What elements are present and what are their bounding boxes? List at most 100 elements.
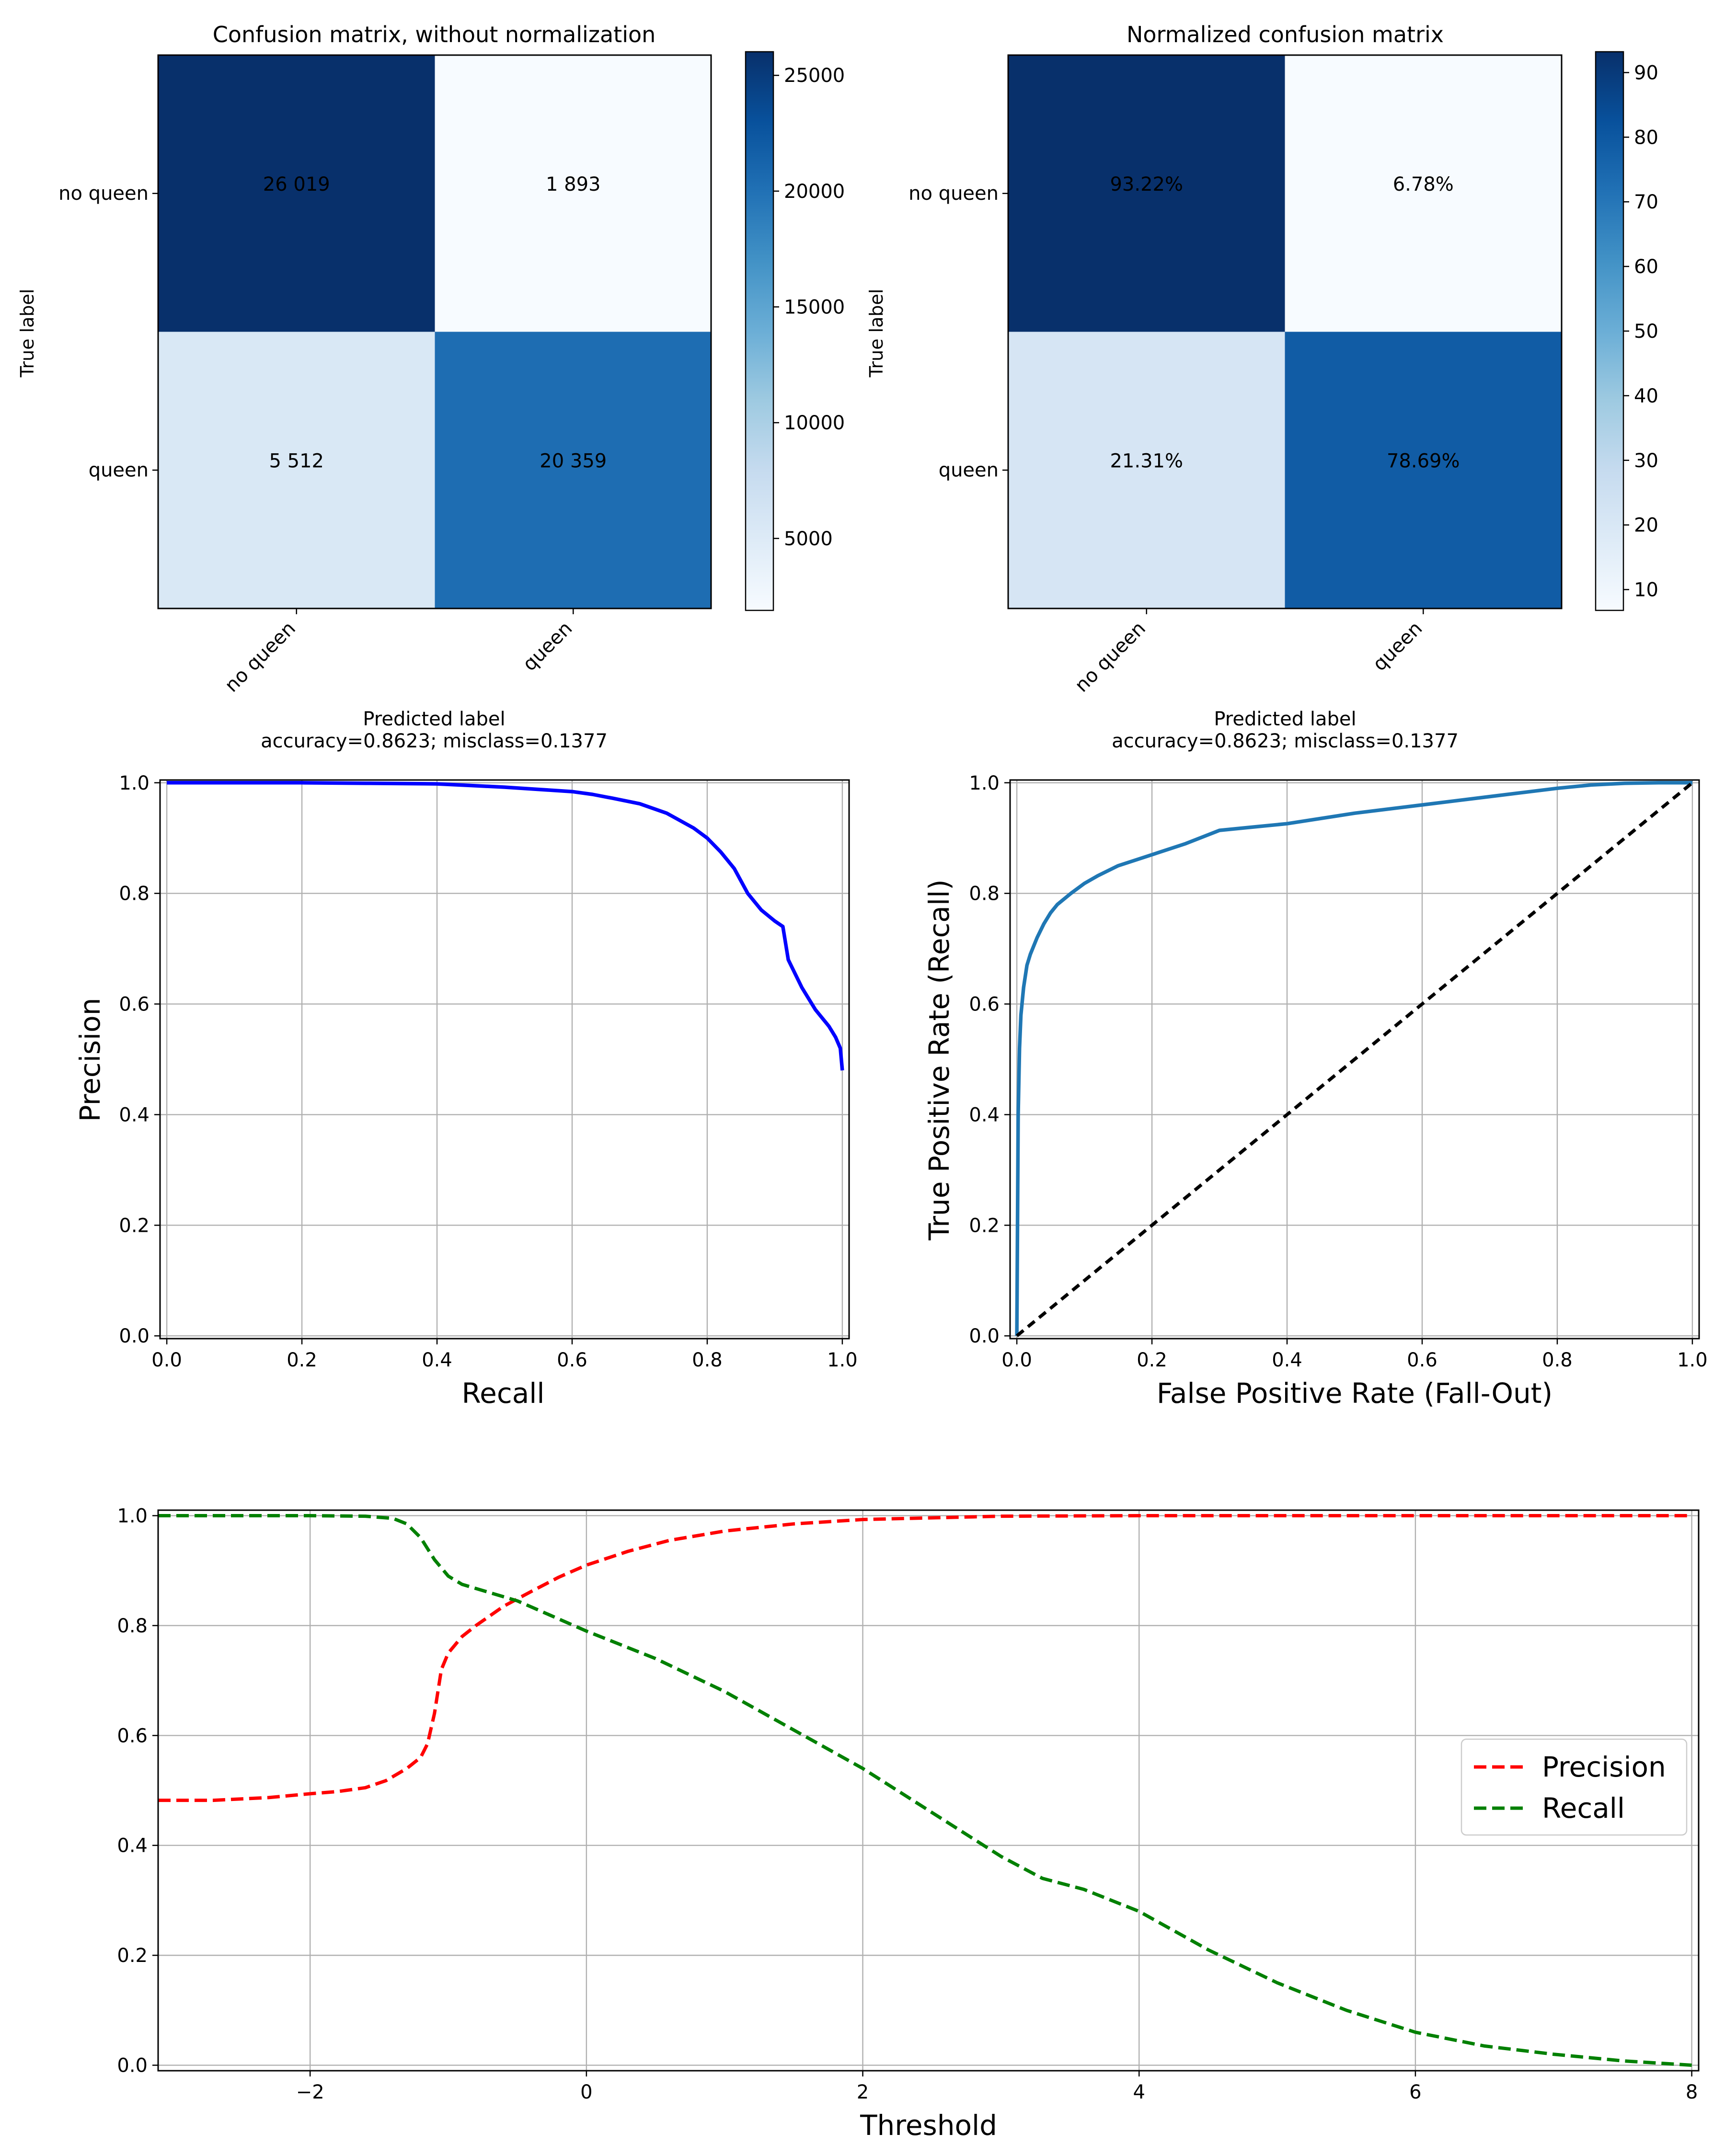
cm-cell-label: 93.22%	[1110, 173, 1183, 195]
colorbar-tick-label: 60	[1634, 256, 1658, 278]
y-tick-label: 0.0	[117, 2055, 148, 2077]
threshold-frame	[157, 1509, 1700, 2072]
cm-cell-label: 26 019	[263, 173, 330, 195]
cm-cell	[1008, 332, 1285, 609]
y-tick-label: 0.4	[117, 1835, 148, 1857]
colorbar-tick-label: 40	[1634, 385, 1658, 407]
cm-row-label: queen	[939, 459, 999, 481]
x-tick-label: 0.0	[1001, 1349, 1032, 1371]
legend-label: Precision	[1542, 1751, 1666, 1783]
x-tick-label: 0.8	[1542, 1349, 1573, 1371]
colorbar-tick-label: 20	[1634, 515, 1658, 537]
x-tick-label: 0.0	[151, 1349, 182, 1371]
cm-norm-title: Normalized confusion matrix	[1127, 22, 1444, 47]
y-tick-label: 0.0	[969, 1325, 1000, 1347]
roc-plot: 0.0 0.2 0.4 0.6 0.8 1.0 0.0 0.2 0.4 0.6 0.8 1.0 Fal…	[923, 772, 1708, 1410]
cm-cell	[158, 55, 435, 332]
colorbar-tick-label: 50	[1634, 321, 1658, 343]
cm-norm-xlabel: Predicted label	[1214, 708, 1356, 730]
cm-cell	[158, 332, 435, 609]
cm-raw-frame	[157, 54, 712, 609]
cm-norm-xlabel-sub: accuracy=0.8623; misclass=0.1377	[1112, 730, 1459, 752]
cm-raw-xlabel-sub: accuracy=0.8623; misclass=0.1377	[261, 730, 608, 752]
y-tick-label: 0.8	[969, 883, 1000, 905]
precision-recall-plot: 0.0 0.2 0.4 0.6 0.8 1.0 0.0 0.2 0.4 0.6 0.8 1.0 Rec…	[74, 772, 858, 1410]
x-tick-label: 0.4	[1272, 1349, 1302, 1371]
colorbar-tick-label: 90	[1634, 62, 1658, 84]
cm-row-label: no queen	[58, 183, 149, 205]
cm-cell-label: 20 359	[540, 450, 607, 472]
x-tick-label: 0.2	[287, 1349, 317, 1371]
cm-raw-title: Confusion matrix, without normalization	[213, 22, 656, 47]
cm-norm-colorbar	[1595, 51, 1624, 611]
cm-norm-ylabel: True label	[866, 289, 887, 378]
cm-cell-label: 6.78%	[1393, 173, 1454, 195]
roc-ylabel: True Positive Rate (Recall)	[923, 879, 955, 1240]
cm-row-label: queen	[89, 459, 149, 481]
threshold-xlabel: Threshold	[860, 2109, 997, 2142]
confusion-matrix-raw: Confusion matrix, without normalization …	[17, 22, 845, 752]
x-tick-label: 6	[1409, 2081, 1421, 2103]
colorbar-tick-label: 30	[1634, 450, 1658, 472]
x-tick-label: −2	[296, 2081, 324, 2103]
colorbar-tick-label: 70	[1634, 191, 1658, 213]
cm-cell	[1285, 55, 1562, 332]
colorbar-tick-label: 10000	[784, 412, 845, 434]
x-tick-label: 1.0	[1677, 1349, 1708, 1371]
cm-cell-label: 5 512	[269, 450, 324, 472]
x-tick-label: 0.6	[557, 1349, 587, 1371]
x-tick-label: 4	[1133, 2081, 1145, 2103]
series-line-0	[167, 781, 844, 1071]
y-tick-label: 1.0	[969, 772, 1000, 794]
x-tick-label: 2	[857, 2081, 869, 2103]
x-tick-label: 0.4	[422, 1349, 452, 1371]
y-tick-label: 0.6	[969, 994, 1000, 1016]
series-line-0	[1015, 781, 1692, 1336]
y-tick-label: 0.2	[119, 1215, 150, 1237]
x-tick-label: 1.0	[827, 1349, 858, 1371]
pr-xlabel: Recall	[461, 1377, 544, 1410]
legend-label: Recall	[1542, 1792, 1625, 1824]
series-line-recall	[158, 1514, 1692, 2067]
colorbar-tick-label: 15000	[784, 297, 845, 319]
series-line-precision	[158, 1514, 1692, 1802]
y-tick-label: 0.4	[119, 1104, 150, 1126]
pr-frame	[159, 779, 850, 1340]
y-tick-label: 0.2	[117, 1945, 148, 1967]
confusion-matrix-normalized: Normalized confusion matrix True label 9…	[866, 22, 1658, 752]
y-tick-label: 0.6	[119, 994, 150, 1016]
cm-cell-label: 21.31%	[1110, 450, 1183, 472]
x-tick-label: 8	[1686, 2081, 1698, 2103]
colorbar-tick-label: 20000	[784, 181, 845, 203]
x-tick-label: 0.8	[692, 1349, 723, 1371]
y-tick-label: 0.2	[969, 1215, 1000, 1237]
y-tick-label: 0.4	[969, 1104, 1000, 1126]
x-tick-label: 0.6	[1407, 1349, 1438, 1371]
y-tick-label: 0.8	[117, 1615, 148, 1637]
cm-raw-colorbar	[745, 51, 774, 611]
cm-cell-label: 78.69%	[1387, 450, 1460, 472]
series-line-1	[1015, 781, 1694, 1337]
colorbar-tick-label: 80	[1634, 126, 1658, 149]
y-tick-label: 0.8	[119, 883, 150, 905]
cm-row-label: no queen	[908, 183, 999, 205]
cm-norm-frame	[1007, 54, 1563, 609]
threshold-plot: −2 0 2 4 6 8 0.0 0.2 0.4 0.6 0.8 1.0 Threshold Prec…	[117, 1505, 1700, 2142]
threshold-legend: Precision Recall	[1460, 1738, 1688, 1836]
legend-box	[1460, 1738, 1688, 1836]
y-tick-label: 0.0	[119, 1325, 150, 1347]
roc-frame	[1009, 779, 1700, 1340]
colorbar-tick-label: 10	[1634, 579, 1658, 601]
cm-cell	[435, 332, 712, 609]
y-tick-label: 1.0	[117, 1505, 148, 1527]
x-tick-label: 0.2	[1137, 1349, 1167, 1371]
cm-raw-ylabel: True label	[17, 289, 38, 378]
cm-cell	[1285, 332, 1562, 609]
cm-cell	[1008, 55, 1285, 332]
colorbar-tick-label: 25000	[784, 65, 845, 87]
colorbar-tick-label: 5000	[784, 528, 833, 550]
x-tick-label: 0	[580, 2081, 592, 2103]
cm-cell-label: 1 893	[546, 173, 601, 195]
cm-cell	[435, 55, 712, 332]
